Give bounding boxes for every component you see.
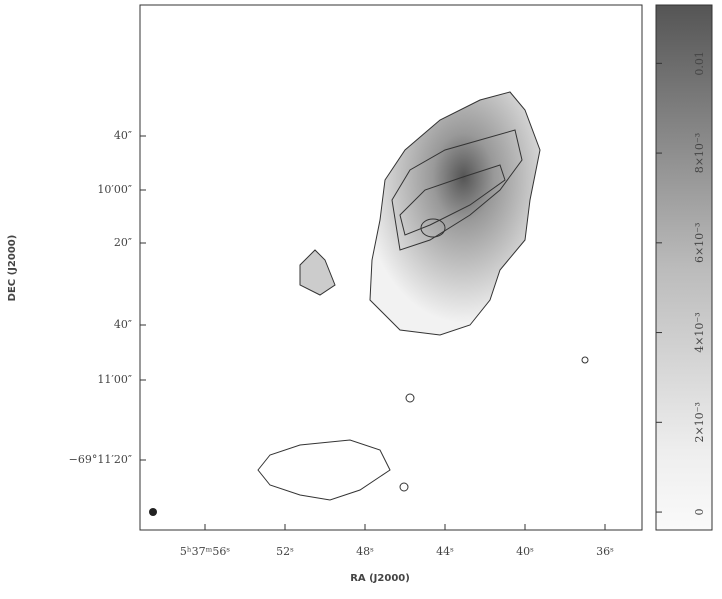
beam: [149, 508, 157, 516]
x-tick-label: 48ˢ: [356, 545, 374, 558]
y-tick-label: 40″: [114, 129, 132, 142]
colorbar-tick-label: 6×10⁻³: [693, 223, 706, 263]
x-tick-label: 40ˢ: [516, 545, 534, 558]
y-axis-label: DEC (J2000): [7, 235, 18, 302]
y-tick-label: 10′00″: [97, 183, 132, 196]
x-axis-label: RA (J2000): [350, 573, 410, 584]
x-tick-label: 5ʰ37ᵐ56ˢ: [180, 545, 230, 558]
figure: RA (J2000) DEC (J2000) 5ʰ37ᵐ56ˢ 52ˢ 48ˢ 44ˢ…: [0, 0, 722, 595]
colorbar-tick-label: 0.01: [693, 51, 706, 75]
colorbar-tick-label: 0: [693, 509, 706, 516]
colorbar-tick-label: 8×10⁻³: [693, 133, 706, 173]
colorbar-tick-label: 2×10⁻³: [693, 402, 706, 442]
y-tick-label: 40″: [114, 318, 132, 331]
x-tick-label: 44ˢ: [436, 545, 454, 558]
colorbar: [656, 5, 712, 530]
x-tick-label: 36ˢ: [596, 545, 614, 558]
y-tick-label: 11′00″: [97, 373, 132, 386]
x-tick-label: 52ˢ: [276, 545, 294, 558]
y-tick-label: 20″: [114, 236, 132, 249]
y-tick-label: −69°11′20″: [69, 453, 132, 466]
colorbar-tick-label: 4×10⁻³: [693, 312, 706, 352]
